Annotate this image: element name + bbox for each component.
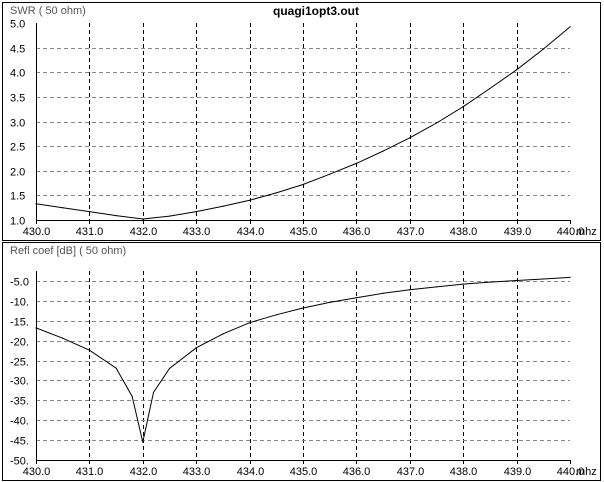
data-point xyxy=(115,215,117,217)
x-tick-label: 435.0 xyxy=(290,226,318,238)
data-point xyxy=(249,199,251,201)
y-tick-label: 3.5 xyxy=(10,93,25,105)
data-point xyxy=(195,347,197,349)
data-point xyxy=(222,205,224,207)
data-point xyxy=(516,69,518,71)
y-tick-label: 1.5 xyxy=(10,191,25,203)
y-tick-label: 4.5 xyxy=(10,44,25,56)
data-point xyxy=(542,48,544,50)
x-tick-label: 440.0 xyxy=(557,466,585,478)
data-point xyxy=(329,173,331,175)
data-point xyxy=(249,322,251,324)
data-point xyxy=(302,183,304,186)
data-point xyxy=(35,327,37,329)
x-axis-unit: mhz xyxy=(576,466,597,478)
x-tick-label: 440.0 xyxy=(557,226,585,238)
data-point xyxy=(88,211,90,213)
y-tick-label: -35. xyxy=(10,396,29,408)
y-tick-label: 3.0 xyxy=(10,118,25,130)
y-tick-label: -15. xyxy=(10,317,29,329)
data-point xyxy=(275,314,277,316)
x-tick-label: 431.0 xyxy=(76,466,104,478)
x-tick-label: 436.0 xyxy=(343,226,371,238)
x-tick-label: 430.0 xyxy=(23,226,51,238)
x-tick-label: 433.0 xyxy=(183,226,211,238)
data-point xyxy=(409,137,411,139)
y-tick-label: -45. xyxy=(10,436,29,448)
data-point xyxy=(302,307,304,309)
panel-frame xyxy=(2,2,601,241)
chart-title: quagi1opt3.out xyxy=(273,4,359,18)
x-axis-unit: mhz xyxy=(576,226,597,238)
y-tick-label: 1.0 xyxy=(10,216,25,228)
y-tick-label: 4.0 xyxy=(10,68,25,80)
x-tick-label: 436.0 xyxy=(343,466,371,478)
y-axis-label: SWR ( 50 ohm) xyxy=(10,5,86,17)
x-tick-label: 433.0 xyxy=(183,466,211,478)
x-tick-label: 438.0 xyxy=(450,466,478,478)
x-tick-label: 430.0 xyxy=(23,466,51,478)
y-tick-label: 2.0 xyxy=(10,167,25,179)
y-tick-label: -20. xyxy=(10,337,29,349)
x-tick-label: 432.0 xyxy=(130,466,158,478)
x-tick-label: 438.0 xyxy=(450,226,478,238)
x-tick-label: 434.0 xyxy=(237,466,265,478)
data-point xyxy=(462,283,464,285)
data-point xyxy=(382,150,384,152)
data-point xyxy=(168,215,171,217)
x-tick-label: 439.0 xyxy=(504,466,532,478)
x-tick-label: 439.0 xyxy=(504,226,532,238)
chart-panel-1: SWR ( 50 ohm) 430.0 431.0 432.0 433.0 434.0 43… xyxy=(2,2,601,241)
y-tick-label: -40. xyxy=(10,416,29,428)
y-tick-label: -5.0 xyxy=(10,277,29,289)
y-tick-label: 2.5 xyxy=(10,142,25,154)
data-point xyxy=(62,207,64,209)
x-tick-label: 437.0 xyxy=(397,466,425,478)
data-point xyxy=(88,349,90,351)
data-point xyxy=(142,441,144,443)
data-point xyxy=(462,106,464,108)
data-point xyxy=(329,301,331,303)
data-point xyxy=(489,87,491,90)
y-tick-label: -30. xyxy=(10,376,29,388)
data-point xyxy=(569,276,571,278)
y-tick-label: 5.0 xyxy=(10,19,25,31)
x-tick-label: 434.0 xyxy=(237,226,265,238)
data-point xyxy=(168,367,171,370)
data-point xyxy=(435,286,438,288)
data-point xyxy=(435,122,438,124)
data-point xyxy=(222,333,224,335)
data-point xyxy=(142,218,144,220)
data-point xyxy=(382,292,384,294)
x-tick-label: 432.0 xyxy=(130,226,158,238)
chart-panel-2: Refl coef [dB] ( 50 ohm) 430.0 431.0 432.0 4… xyxy=(2,242,601,481)
data-point xyxy=(62,337,64,339)
data-point xyxy=(542,278,544,280)
data-point xyxy=(516,279,518,282)
y-tick-label: -10. xyxy=(10,297,29,309)
data-point xyxy=(355,162,357,164)
data-point xyxy=(569,26,571,28)
x-tick-label: 435.0 xyxy=(290,466,318,478)
data-point xyxy=(409,289,411,291)
y-tick-label: -25. xyxy=(10,357,29,369)
y-tick-label: -50. xyxy=(10,456,29,468)
data-point xyxy=(275,192,277,194)
data-point xyxy=(195,211,197,213)
y-axis-label: Refl coef [dB] ( 50 ohm) xyxy=(10,245,126,257)
data-point xyxy=(35,203,37,205)
data-point xyxy=(115,367,117,369)
data-point xyxy=(355,297,357,299)
data-point xyxy=(131,395,133,397)
x-tick-label: 437.0 xyxy=(397,226,425,238)
data-point xyxy=(489,281,491,283)
x-tick-label: 431.0 xyxy=(76,226,104,238)
data-point xyxy=(152,391,155,393)
